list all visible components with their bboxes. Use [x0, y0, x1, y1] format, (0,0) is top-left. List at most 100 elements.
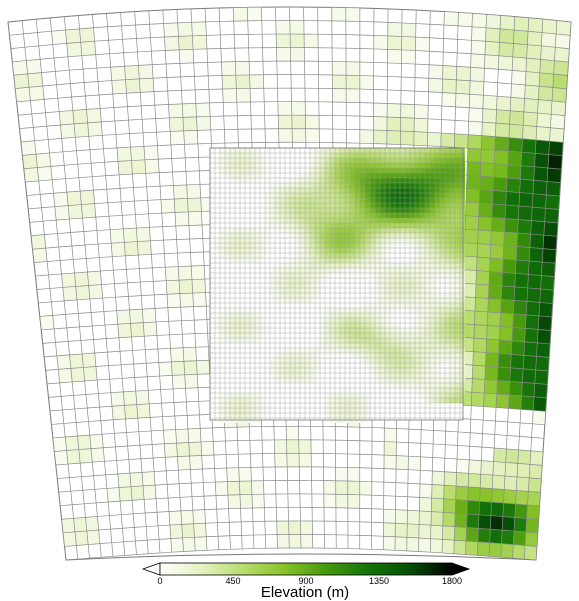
terrain-cell	[290, 47, 305, 62]
terrain-cell	[385, 218, 390, 223]
terrain-cell	[235, 413, 240, 418]
terrain-cell	[425, 323, 430, 328]
terrain-cell	[390, 333, 395, 338]
terrain-cell	[405, 153, 410, 158]
terrain-cell	[470, 53, 485, 69]
terrain-cell	[460, 318, 465, 323]
terrain-cell	[275, 188, 280, 193]
terrain-cell	[464, 242, 478, 258]
terrain-cell	[250, 318, 255, 323]
terrain-cell	[325, 313, 330, 318]
terrain-cell	[260, 413, 265, 418]
terrain-cell	[477, 528, 491, 543]
terrain-cell	[116, 147, 132, 162]
terrain-cell	[425, 353, 430, 358]
terrain-cell	[330, 418, 335, 423]
terrain-cell	[415, 228, 420, 233]
terrain-cell	[325, 308, 330, 313]
terrain-cell	[160, 198, 175, 214]
terrain-cell	[365, 243, 370, 248]
terrain-cell	[430, 278, 435, 283]
terrain-cell	[275, 358, 280, 363]
terrain-cell	[240, 148, 245, 153]
terrain-cell	[442, 512, 456, 527]
terrain-cell	[310, 223, 315, 228]
terrain-cell	[240, 323, 245, 328]
terrain-cell	[320, 168, 325, 173]
terrain-cell	[370, 243, 375, 248]
terrain-cell	[355, 243, 360, 248]
terrain-cell	[335, 228, 340, 233]
terrain-cell	[305, 233, 310, 238]
terrain-cell	[288, 520, 301, 535]
terrain-cell	[425, 378, 430, 383]
terrain-cell	[430, 288, 435, 293]
terrain-cell	[355, 228, 360, 233]
terrain-cell	[390, 153, 395, 158]
terrain-cell	[340, 308, 345, 313]
terrain-cell	[250, 238, 255, 243]
terrain-cell	[230, 313, 235, 318]
terrain-cell	[275, 278, 280, 283]
terrain-cell	[405, 263, 410, 268]
terrain-cell	[435, 343, 440, 348]
terrain-cell	[240, 233, 245, 238]
terrain-cell	[440, 388, 445, 393]
terrain-cell	[164, 36, 180, 51]
terrain-cell	[315, 278, 320, 283]
terrain-cell	[276, 34, 291, 48]
terrain-cell	[365, 228, 370, 233]
terrain-cell	[360, 408, 365, 413]
terrain-cell	[450, 303, 455, 308]
terrain-cell	[235, 328, 240, 333]
terrain-cell	[260, 253, 265, 258]
terrain-cell	[455, 198, 460, 203]
terrain-cell	[315, 158, 320, 163]
terrain-cell	[340, 193, 345, 198]
terrain-cell	[450, 288, 455, 293]
terrain-cell	[255, 328, 260, 333]
terrain-cell	[410, 378, 415, 383]
terrain-cell	[405, 293, 410, 298]
terrain-cell	[350, 163, 355, 168]
terrain-cell	[455, 223, 460, 228]
terrain-cell	[385, 263, 390, 268]
terrain-cell	[320, 313, 325, 318]
terrain-cell	[192, 35, 207, 50]
terrain-cell	[504, 462, 518, 477]
terrain-cell	[245, 168, 250, 173]
terrain-cell	[23, 167, 39, 183]
terrain-cell	[430, 273, 435, 278]
terrain-cell	[385, 188, 390, 193]
terrain-cell	[430, 188, 435, 193]
terrain-cell	[350, 153, 355, 158]
terrain-cell	[375, 258, 380, 263]
terrain-cell	[533, 166, 548, 182]
terrain-cell	[390, 213, 395, 218]
terrain-cell	[494, 150, 509, 165]
terrain-cell	[400, 288, 405, 293]
terrain-cell	[455, 173, 460, 178]
terrain-cell	[320, 338, 325, 343]
terrain-cell	[240, 248, 245, 253]
terrain-cell	[450, 338, 455, 343]
terrain-cell	[260, 153, 265, 158]
terrain-cell	[390, 368, 395, 373]
terrain-cell	[442, 539, 455, 554]
terrain-cell	[330, 238, 335, 243]
terrain-cell	[435, 178, 440, 183]
terrain-cell	[375, 148, 380, 153]
terrain-cell	[305, 203, 310, 208]
terrain-cell	[460, 363, 465, 368]
terrain-cell	[310, 203, 315, 208]
terrain-cell	[415, 353, 420, 358]
terrain-cell	[430, 263, 435, 268]
terrain-cell	[300, 293, 305, 298]
terrain-cell	[430, 193, 435, 198]
terrain-cell	[468, 121, 483, 136]
terrain-cell	[350, 313, 355, 318]
terrain-cell	[405, 368, 410, 373]
terrain-cell	[380, 308, 385, 313]
terrain-cell	[420, 268, 425, 273]
terrain-cell	[440, 238, 445, 243]
